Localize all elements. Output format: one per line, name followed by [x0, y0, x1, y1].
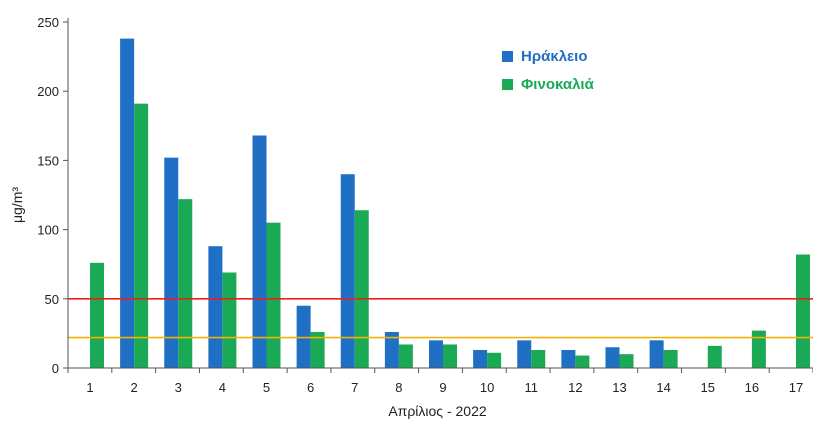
reference-lines	[68, 297, 813, 339]
bar-heraklion-5	[252, 135, 267, 368]
bar-heraklion-13	[605, 347, 620, 368]
bar-heraklion-12	[561, 350, 576, 368]
bar-finokalia-1	[90, 262, 104, 368]
bar-heraklion-7	[340, 174, 355, 368]
x-tick-label-13: 13	[612, 380, 626, 395]
x-tick-label-9: 9	[439, 380, 446, 395]
bar-heraklion-10	[473, 350, 488, 368]
bar-finokalia-4	[222, 272, 237, 368]
plot-area	[90, 38, 810, 368]
x-tick-label-7: 7	[351, 380, 358, 395]
bar-heraklion-11	[517, 340, 532, 368]
x-tick-label-11: 11	[525, 380, 539, 395]
bar-finokalia-10	[487, 352, 502, 368]
y-tick-label-250: 250	[37, 15, 59, 30]
x-tick-label-15: 15	[701, 380, 715, 395]
y-tick-label-50: 50	[45, 292, 59, 307]
bar-finokalia-9	[443, 344, 457, 368]
x-tick-label-2: 2	[131, 380, 138, 395]
bar-heraklion-8	[384, 332, 399, 368]
x-tick-label-6: 6	[307, 380, 314, 395]
bar-finokalia-16	[751, 330, 766, 368]
bar-heraklion-3	[164, 157, 179, 368]
bar-heraklion-9	[429, 340, 443, 368]
bar-finokalia-13	[619, 354, 634, 368]
bar-finokalia-11	[531, 350, 546, 368]
bar-finokalia-7	[354, 210, 369, 368]
legend-label-finokalia: Φινοκαλιά	[521, 76, 595, 93]
bar-heraklion-2	[120, 38, 135, 368]
y-tick-label-0: 0	[52, 361, 59, 376]
y-axis-title: μg/m³	[9, 187, 25, 223]
bar-heraklion-14	[649, 340, 664, 368]
x-tick-label-8: 8	[395, 380, 402, 395]
legend-swatch-heraklion	[502, 51, 513, 62]
x-tick-label-5: 5	[263, 380, 270, 395]
bar-finokalia-14	[663, 350, 678, 368]
legend: Ηράκλειο Φινοκαλιά	[502, 48, 595, 93]
x-tick-label-12: 12	[568, 380, 582, 395]
bar-finokalia-3	[178, 199, 193, 368]
x-tick-label-17: 17	[789, 380, 803, 395]
x-tick-label-16: 16	[745, 380, 759, 395]
bar-heraklion-4	[208, 246, 223, 368]
x-tick-label-1: 1	[86, 380, 93, 395]
legend-swatch-finokalia	[502, 79, 513, 90]
bar-finokalia-6	[310, 332, 325, 368]
bar-finokalia-17	[796, 254, 810, 368]
y-tick-label-100: 100	[37, 223, 59, 238]
bar-finokalia-12	[575, 355, 590, 368]
x-tick-label-3: 3	[175, 380, 182, 395]
bar-finokalia-15	[707, 345, 722, 368]
x-axis-title: Απρίλιος - 2022	[388, 403, 487, 419]
x-tick-label-4: 4	[219, 380, 226, 395]
x-tick-label-14: 14	[656, 380, 670, 395]
bar-finokalia-2	[134, 103, 149, 368]
legend-label-heraklion: Ηράκλειο	[521, 48, 588, 65]
x-tick-label-10: 10	[480, 380, 494, 395]
bar-finokalia-8	[398, 344, 413, 368]
bar-finokalia-5	[266, 222, 281, 368]
y-tick-label-200: 200	[37, 84, 59, 99]
y-tick-label-150: 150	[37, 153, 59, 168]
